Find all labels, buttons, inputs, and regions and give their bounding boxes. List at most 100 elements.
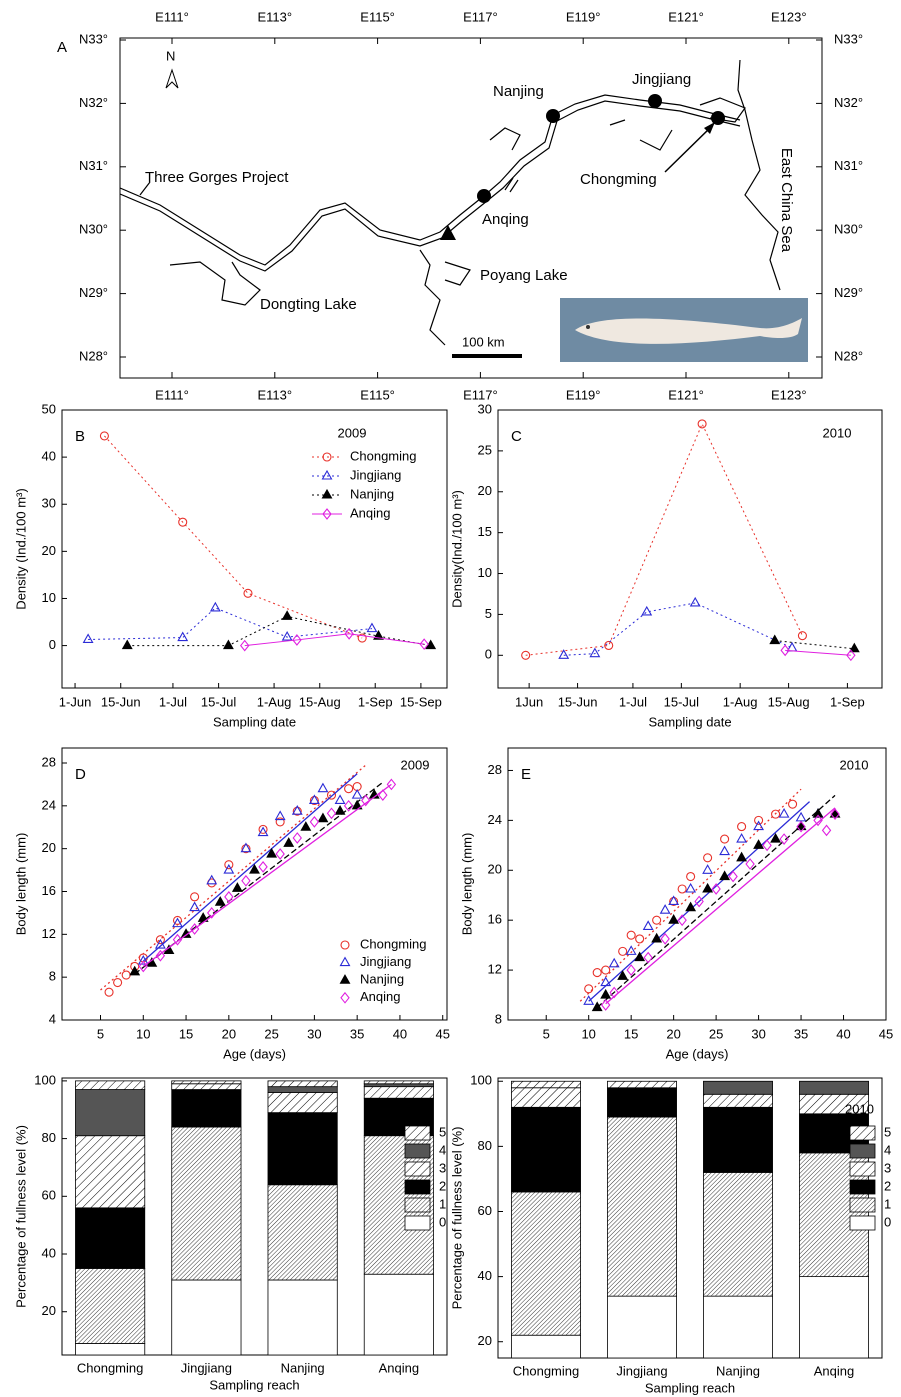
x-tick-label: 45: [435, 1026, 449, 1041]
place-label: Chongming: [580, 171, 657, 188]
marker: [753, 839, 765, 849]
marker: [737, 822, 747, 832]
bar-segment: [703, 1080, 773, 1095]
x-tick-label: Nanjing: [716, 1363, 760, 1378]
marker: [694, 895, 704, 908]
y-tick-label: 24: [488, 812, 502, 827]
marker: [685, 882, 697, 893]
arrow: [664, 125, 713, 173]
marker: [635, 934, 645, 944]
lon-label: E123°: [771, 9, 807, 24]
marker: [214, 896, 226, 906]
marker: [677, 914, 687, 927]
marker: [797, 631, 807, 641]
marker: [720, 834, 730, 844]
plot-frame: [497, 1077, 883, 1359]
lat-label: N31°: [79, 158, 108, 173]
panel-label: D: [75, 766, 86, 783]
y-axis-label: Body length (mm): [459, 833, 474, 936]
marker: [378, 789, 388, 801]
x-tick-label: 15-Aug: [768, 694, 810, 709]
marker: [249, 863, 260, 874]
x-axis-label: Age (days): [223, 1046, 286, 1061]
marker: [702, 864, 714, 874]
marker: [292, 832, 302, 844]
marker: [189, 901, 201, 912]
marker: [745, 858, 755, 870]
marker: [770, 832, 782, 843]
marker: [762, 839, 772, 852]
bar-segment: [363, 1086, 434, 1099]
marker: [795, 811, 807, 822]
y-tick-label: 15: [478, 524, 492, 539]
marker: [604, 640, 614, 651]
y-axis-label: Percentage of fullness level (%): [449, 1127, 464, 1310]
marker: [240, 842, 252, 853]
marker: [281, 630, 293, 641]
lat-label: N32°: [79, 95, 108, 110]
marker: [736, 832, 748, 843]
x-tick-label: 15-Sep: [400, 694, 442, 709]
lat-label: N33°: [79, 31, 108, 46]
bar-segment: [511, 1080, 581, 1089]
x-tick-label: 1-Aug: [257, 694, 292, 709]
series-line: [244, 633, 425, 647]
x-tick-label: 35: [794, 1026, 808, 1041]
marker: [224, 890, 234, 903]
bar-segment: [607, 1080, 677, 1089]
marker: [601, 965, 611, 975]
marker: [771, 809, 781, 819]
bar-segment: [267, 1279, 338, 1356]
lat-label: N30°: [79, 222, 108, 237]
plot-frame: [61, 409, 448, 689]
bar-segment: [799, 1276, 869, 1359]
legend-label: 4: [884, 1142, 891, 1157]
y-tick-label: 30: [478, 401, 492, 416]
fit-line: [142, 783, 392, 967]
x-axis-label: Sampling date: [213, 714, 296, 729]
legend-swatch: [849, 1197, 876, 1213]
marker: [155, 935, 165, 945]
marker: [642, 920, 654, 930]
x-tick-label: 25: [709, 1026, 723, 1041]
marker: [351, 788, 363, 799]
bar-segment: [363, 1273, 434, 1356]
lon-label: E111°: [155, 9, 189, 24]
marker: [266, 847, 278, 858]
bar-segment: [75, 1080, 146, 1090]
marker: [334, 794, 346, 805]
y-tick-label: 8: [495, 1011, 502, 1026]
x-tick-label: 15-Jul: [201, 694, 237, 709]
legend-swatch: [849, 1125, 876, 1141]
marker: [736, 851, 748, 862]
marker: [322, 508, 332, 520]
bar-segment: [75, 1343, 146, 1356]
legend-label: 1: [439, 1196, 446, 1211]
x-tick-label: 1Jun: [515, 694, 543, 709]
y-tick-label: 5: [485, 606, 492, 621]
legend-swatch: [404, 1143, 431, 1159]
lon-label: E115°: [360, 9, 395, 24]
marker: [240, 639, 250, 652]
marker: [643, 951, 653, 964]
bar-segment: [171, 1083, 242, 1090]
bar-segment: [363, 1083, 434, 1088]
y-tick-label: 16: [488, 912, 502, 927]
plot-frame: [507, 747, 887, 1021]
annotation: 2010: [840, 757, 869, 772]
bar-segment: [171, 1089, 242, 1128]
legend-label: 1: [884, 1196, 891, 1211]
x-tick-label: Chongming: [513, 1363, 580, 1378]
lon-label: E115°: [360, 387, 395, 402]
marker: [366, 622, 378, 633]
annotation: 2009: [400, 1101, 429, 1116]
marker: [275, 848, 285, 860]
bar-segment: [703, 1295, 773, 1359]
y-tick-label: 100: [34, 1072, 56, 1087]
y-tick-label: 8: [49, 969, 56, 984]
marker: [291, 805, 303, 815]
y-tick-label: 10: [478, 565, 492, 580]
marker: [592, 968, 602, 978]
marker: [719, 870, 731, 881]
marker: [659, 904, 671, 914]
